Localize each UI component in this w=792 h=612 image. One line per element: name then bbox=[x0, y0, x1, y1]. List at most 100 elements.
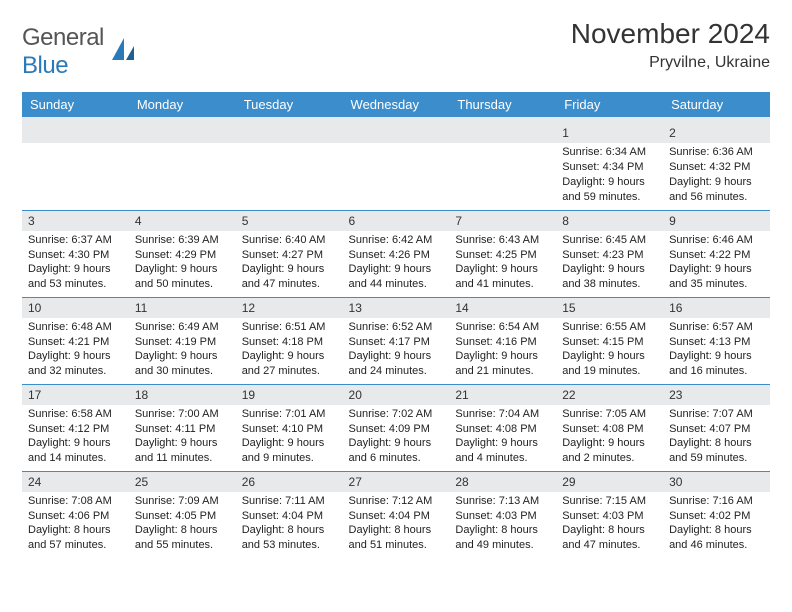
calendar-day-cell: 9Sunrise: 6:46 AMSunset: 4:22 PMDaylight… bbox=[663, 210, 770, 297]
logo-text: General Blue bbox=[22, 24, 104, 80]
sunset-line: Sunset: 4:08 PM bbox=[455, 422, 550, 437]
daylight-line: Daylight: 9 hours and 11 minutes. bbox=[135, 436, 230, 466]
daylight-line: Daylight: 8 hours and 46 minutes. bbox=[669, 523, 764, 553]
sunset-line: Sunset: 4:04 PM bbox=[242, 509, 337, 524]
sunset-line: Sunset: 4:08 PM bbox=[562, 422, 657, 437]
daylight-line: Daylight: 8 hours and 59 minutes. bbox=[669, 436, 764, 466]
sunset-line: Sunset: 4:26 PM bbox=[349, 248, 444, 263]
calendar-day-cell: 7Sunrise: 6:43 AMSunset: 4:25 PMDaylight… bbox=[449, 210, 556, 297]
sunrise-line: Sunrise: 6:39 AM bbox=[135, 233, 230, 248]
day-number: 6 bbox=[343, 211, 450, 231]
calendar-table: SundayMondayTuesdayWednesdayThursdayFrid… bbox=[22, 92, 770, 558]
day-body: Sunrise: 6:54 AMSunset: 4:16 PMDaylight:… bbox=[449, 318, 556, 383]
sunset-line: Sunset: 4:18 PM bbox=[242, 335, 337, 350]
weekday-header: Wednesday bbox=[343, 92, 450, 117]
calendar-week: 3Sunrise: 6:37 AMSunset: 4:30 PMDaylight… bbox=[22, 210, 770, 297]
sunrise-line: Sunrise: 7:07 AM bbox=[669, 407, 764, 422]
daylight-line: Daylight: 8 hours and 57 minutes. bbox=[28, 523, 123, 553]
day-number: 4 bbox=[129, 211, 236, 231]
weekday-header-row: SundayMondayTuesdayWednesdayThursdayFrid… bbox=[22, 92, 770, 117]
day-body: Sunrise: 6:37 AMSunset: 4:30 PMDaylight:… bbox=[22, 231, 129, 296]
day-number: 28 bbox=[449, 472, 556, 492]
daylight-line: Daylight: 9 hours and 6 minutes. bbox=[349, 436, 444, 466]
day-number: 23 bbox=[663, 385, 770, 405]
calendar-day-cell bbox=[129, 123, 236, 210]
day-body: Sunrise: 6:42 AMSunset: 4:26 PMDaylight:… bbox=[343, 231, 450, 296]
daylight-line: Daylight: 8 hours and 49 minutes. bbox=[455, 523, 550, 553]
sunrise-line: Sunrise: 7:11 AM bbox=[242, 494, 337, 509]
sunset-line: Sunset: 4:16 PM bbox=[455, 335, 550, 350]
day-body: Sunrise: 6:49 AMSunset: 4:19 PMDaylight:… bbox=[129, 318, 236, 383]
day-number: 25 bbox=[129, 472, 236, 492]
sunset-line: Sunset: 4:03 PM bbox=[455, 509, 550, 524]
sunrise-line: Sunrise: 6:51 AM bbox=[242, 320, 337, 335]
calendar-day-cell: 1Sunrise: 6:34 AMSunset: 4:34 PMDaylight… bbox=[556, 123, 663, 210]
weekday-header: Thursday bbox=[449, 92, 556, 117]
sunrise-line: Sunrise: 7:13 AM bbox=[455, 494, 550, 509]
day-body: Sunrise: 7:00 AMSunset: 4:11 PMDaylight:… bbox=[129, 405, 236, 470]
day-body: Sunrise: 7:09 AMSunset: 4:05 PMDaylight:… bbox=[129, 492, 236, 557]
daylight-line: Daylight: 9 hours and 9 minutes. bbox=[242, 436, 337, 466]
sunrise-line: Sunrise: 6:42 AM bbox=[349, 233, 444, 248]
calendar-day-cell bbox=[449, 123, 556, 210]
sunrise-line: Sunrise: 6:54 AM bbox=[455, 320, 550, 335]
calendar-day-cell: 13Sunrise: 6:52 AMSunset: 4:17 PMDayligh… bbox=[343, 297, 450, 384]
daylight-line: Daylight: 8 hours and 47 minutes. bbox=[562, 523, 657, 553]
daylight-line: Daylight: 9 hours and 27 minutes. bbox=[242, 349, 337, 379]
calendar-day-cell: 27Sunrise: 7:12 AMSunset: 4:04 PMDayligh… bbox=[343, 471, 450, 558]
day-number: 11 bbox=[129, 298, 236, 318]
day-body: Sunrise: 7:05 AMSunset: 4:08 PMDaylight:… bbox=[556, 405, 663, 470]
calendar-day-cell bbox=[343, 123, 450, 210]
day-number: 1 bbox=[556, 123, 663, 143]
sunrise-line: Sunrise: 6:49 AM bbox=[135, 320, 230, 335]
day-body: Sunrise: 6:55 AMSunset: 4:15 PMDaylight:… bbox=[556, 318, 663, 383]
sunset-line: Sunset: 4:05 PM bbox=[135, 509, 230, 524]
sunrise-line: Sunrise: 7:15 AM bbox=[562, 494, 657, 509]
sunset-line: Sunset: 4:27 PM bbox=[242, 248, 337, 263]
day-body: Sunrise: 7:04 AMSunset: 4:08 PMDaylight:… bbox=[449, 405, 556, 470]
calendar-day-cell: 17Sunrise: 6:58 AMSunset: 4:12 PMDayligh… bbox=[22, 384, 129, 471]
daylight-line: Daylight: 9 hours and 14 minutes. bbox=[28, 436, 123, 466]
weekday-header: Saturday bbox=[663, 92, 770, 117]
logo: General Blue bbox=[22, 24, 138, 80]
day-number: 20 bbox=[343, 385, 450, 405]
daylight-line: Daylight: 8 hours and 55 minutes. bbox=[135, 523, 230, 553]
sunrise-line: Sunrise: 6:52 AM bbox=[349, 320, 444, 335]
calendar-day-cell: 16Sunrise: 6:57 AMSunset: 4:13 PMDayligh… bbox=[663, 297, 770, 384]
day-number: 21 bbox=[449, 385, 556, 405]
day-body: Sunrise: 6:45 AMSunset: 4:23 PMDaylight:… bbox=[556, 231, 663, 296]
sunset-line: Sunset: 4:29 PM bbox=[135, 248, 230, 263]
day-number: 17 bbox=[22, 385, 129, 405]
calendar-day-cell: 18Sunrise: 7:00 AMSunset: 4:11 PMDayligh… bbox=[129, 384, 236, 471]
daylight-line: Daylight: 9 hours and 21 minutes. bbox=[455, 349, 550, 379]
day-body: Sunrise: 6:51 AMSunset: 4:18 PMDaylight:… bbox=[236, 318, 343, 383]
day-number: 19 bbox=[236, 385, 343, 405]
day-body: Sunrise: 6:39 AMSunset: 4:29 PMDaylight:… bbox=[129, 231, 236, 296]
day-number: 18 bbox=[129, 385, 236, 405]
weekday-header: Sunday bbox=[22, 92, 129, 117]
daylight-line: Daylight: 9 hours and 38 minutes. bbox=[562, 262, 657, 292]
calendar-day-cell: 29Sunrise: 7:15 AMSunset: 4:03 PMDayligh… bbox=[556, 471, 663, 558]
calendar-day-cell: 26Sunrise: 7:11 AMSunset: 4:04 PMDayligh… bbox=[236, 471, 343, 558]
calendar-day-cell bbox=[236, 123, 343, 210]
day-body: Sunrise: 7:07 AMSunset: 4:07 PMDaylight:… bbox=[663, 405, 770, 470]
sunset-line: Sunset: 4:06 PM bbox=[28, 509, 123, 524]
sunset-line: Sunset: 4:09 PM bbox=[349, 422, 444, 437]
calendar-day-cell: 4Sunrise: 6:39 AMSunset: 4:29 PMDaylight… bbox=[129, 210, 236, 297]
sunrise-line: Sunrise: 6:45 AM bbox=[562, 233, 657, 248]
sunrise-line: Sunrise: 6:55 AM bbox=[562, 320, 657, 335]
daylight-line: Daylight: 9 hours and 16 minutes. bbox=[669, 349, 764, 379]
day-body: Sunrise: 7:12 AMSunset: 4:04 PMDaylight:… bbox=[343, 492, 450, 557]
sunset-line: Sunset: 4:32 PM bbox=[669, 160, 764, 175]
sunset-line: Sunset: 4:19 PM bbox=[135, 335, 230, 350]
daylight-line: Daylight: 9 hours and 24 minutes. bbox=[349, 349, 444, 379]
calendar-day-cell: 22Sunrise: 7:05 AMSunset: 4:08 PMDayligh… bbox=[556, 384, 663, 471]
day-number: 9 bbox=[663, 211, 770, 231]
calendar-day-cell: 3Sunrise: 6:37 AMSunset: 4:30 PMDaylight… bbox=[22, 210, 129, 297]
day-number: 14 bbox=[449, 298, 556, 318]
daylight-line: Daylight: 9 hours and 47 minutes. bbox=[242, 262, 337, 292]
daylight-line: Daylight: 9 hours and 19 minutes. bbox=[562, 349, 657, 379]
weekday-header: Friday bbox=[556, 92, 663, 117]
day-body: Sunrise: 7:08 AMSunset: 4:06 PMDaylight:… bbox=[22, 492, 129, 557]
day-body: Sunrise: 6:58 AMSunset: 4:12 PMDaylight:… bbox=[22, 405, 129, 470]
